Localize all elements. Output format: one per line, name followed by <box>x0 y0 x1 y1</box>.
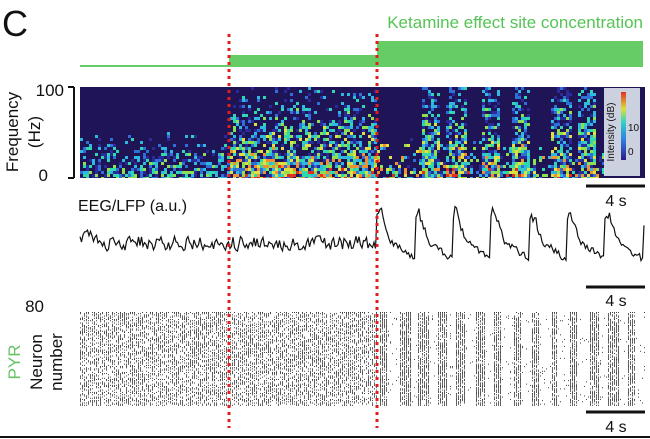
spectrogram-scale-label: 4 s <box>605 193 626 210</box>
raster-cell-type: PYR <box>5 345 24 380</box>
colorbar-tick-low: 0 <box>628 147 634 158</box>
eeg-trace <box>79 205 645 263</box>
raster-scale-label: 4 s <box>605 419 626 436</box>
spectrogram-ytick-min: 0 <box>39 166 48 185</box>
colorbar-tick-high: 10 <box>628 123 640 134</box>
raster-ylabel-line2: number <box>47 333 66 391</box>
colorbar <box>621 92 626 160</box>
spectrogram-ytick-max: 100 <box>36 81 64 100</box>
spectrogram: Intensity (dB) 10 0 <box>80 87 645 178</box>
spectrogram-ylabel-line2: (Hz) <box>25 116 44 148</box>
panel-letter: C <box>2 3 28 44</box>
eeg-label: EEG/LFP (a.u.) <box>78 198 187 215</box>
raster-ylabel-line1: Neuron <box>27 334 46 390</box>
ketamine-label: Ketamine effect site concentration <box>387 13 643 32</box>
ketamine-step-high <box>377 41 643 67</box>
raster-ytick-max: 80 <box>25 297 44 316</box>
colorbar-label: Intensity (dB) <box>606 103 617 162</box>
spectrogram-ylabel-line1: Frequency <box>3 91 22 172</box>
eeg-scale-label: 4 s <box>605 293 626 310</box>
spike-raster <box>80 312 645 406</box>
ketamine-step-low <box>229 55 377 67</box>
